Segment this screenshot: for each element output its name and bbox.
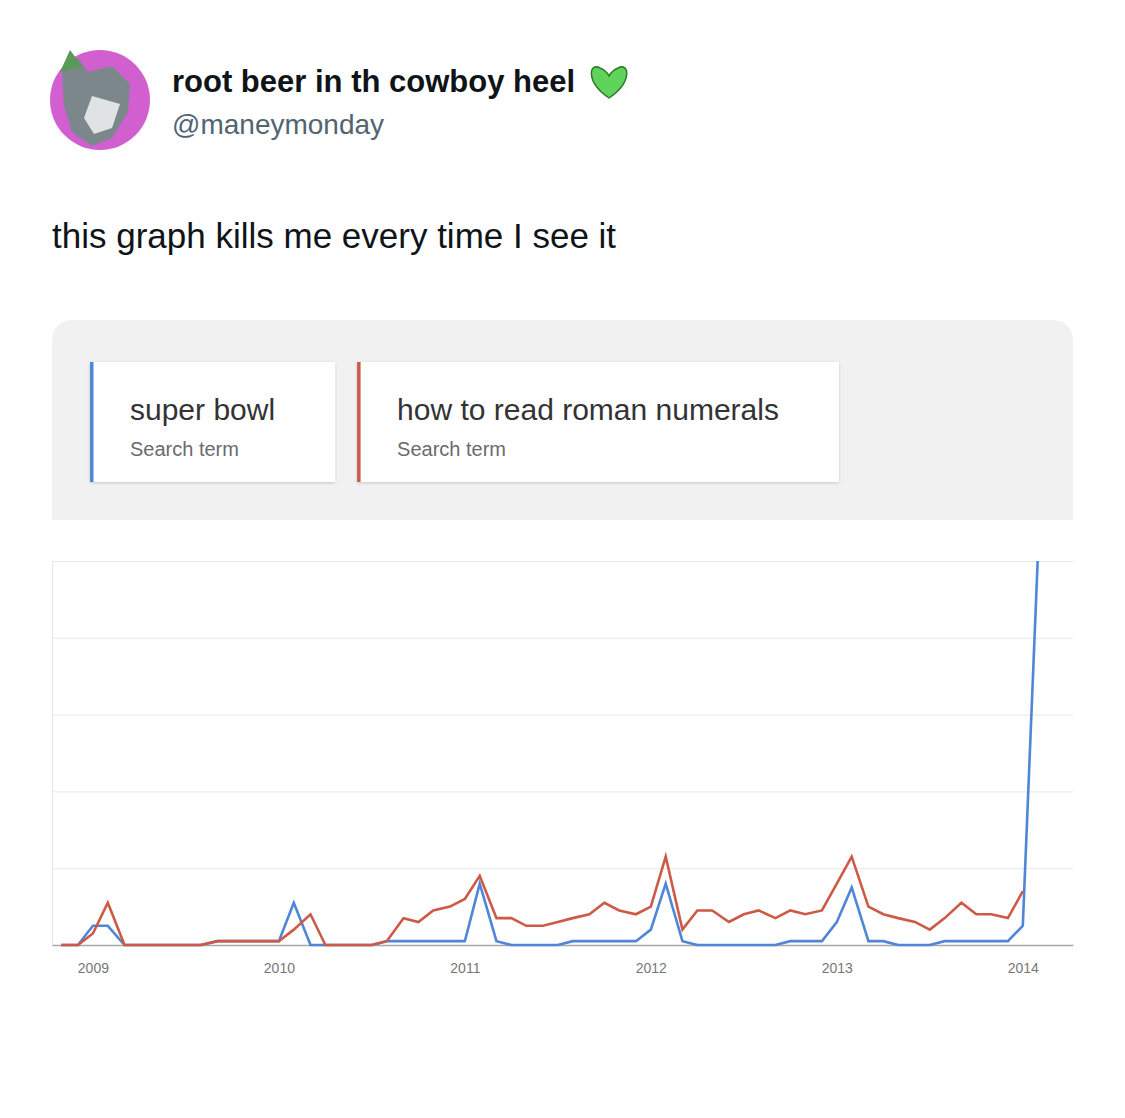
x-tick-label: 2010 — [264, 960, 295, 976]
series-line — [61, 561, 1037, 945]
page: root beer in th cowboy heel @maneymonday t… — [0, 0, 1125, 1118]
post-text: this graph kills me every time I see it — [52, 216, 616, 255]
legend-sublabel: Search term — [130, 438, 239, 460]
legend-panel-base — [52, 490, 1073, 520]
legend-box[interactable] — [357, 362, 839, 482]
heart-icon — [591, 67, 626, 98]
grid-line — [52, 868, 1073, 869]
grid-line — [52, 715, 1073, 716]
legend-panel — [52, 320, 1073, 520]
x-tick: 2014 — [1008, 945, 1039, 976]
avatar-bg[interactable] — [50, 50, 150, 150]
avatar-hair[interactable] — [60, 50, 82, 72]
y-tick — [52, 638, 1073, 639]
x-tick-label: 2012 — [636, 960, 667, 976]
legend-swatch — [357, 362, 361, 482]
legend-label[interactable]: super bowl — [130, 393, 275, 426]
y-axis — [52, 562, 1073, 946]
legend-sublabel: Search term — [397, 438, 506, 460]
y-tick — [52, 868, 1073, 869]
plot-area — [61, 561, 1037, 945]
legend-item[interactable]: how to read roman numerals Search term — [357, 362, 839, 482]
x-tick: 2010 — [264, 945, 295, 976]
x-tick-label: 2014 — [1008, 960, 1039, 976]
legend-box[interactable] — [90, 362, 335, 482]
legend-swatch — [90, 362, 94, 482]
author-handle[interactable]: @maneymonday — [172, 109, 384, 140]
y-axis-line — [53, 562, 1074, 946]
series-line — [61, 857, 1022, 945]
avatar-face[interactable] — [84, 96, 120, 134]
avatar[interactable] — [50, 50, 150, 150]
background — [0, 0, 1125, 1118]
grid-line — [52, 638, 1073, 639]
y-tick — [52, 561, 1073, 562]
legend-label[interactable]: how to read roman numerals — [397, 393, 779, 426]
x-tick-label: 2011 — [450, 960, 480, 976]
x-axis: 2009 2010 2011 2012 2013 2014 — [53, 945, 1074, 976]
x-tick: 2012 — [636, 945, 667, 976]
grid-line — [52, 561, 1073, 562]
x-tick-label: 2013 — [822, 960, 853, 976]
x-tick-label: 2009 — [78, 960, 109, 976]
author-name[interactable]: root beer in th cowboy heel — [172, 64, 575, 99]
x-tick: 2011 — [450, 945, 480, 976]
legend-item[interactable]: super bowl Search term — [90, 362, 335, 482]
x-tick: 2009 — [78, 945, 109, 976]
grid-line — [52, 791, 1073, 792]
y-tick — [52, 715, 1073, 716]
avatar-figure[interactable] — [62, 58, 130, 146]
x-tick: 2013 — [822, 945, 853, 976]
y-tick — [52, 791, 1073, 792]
